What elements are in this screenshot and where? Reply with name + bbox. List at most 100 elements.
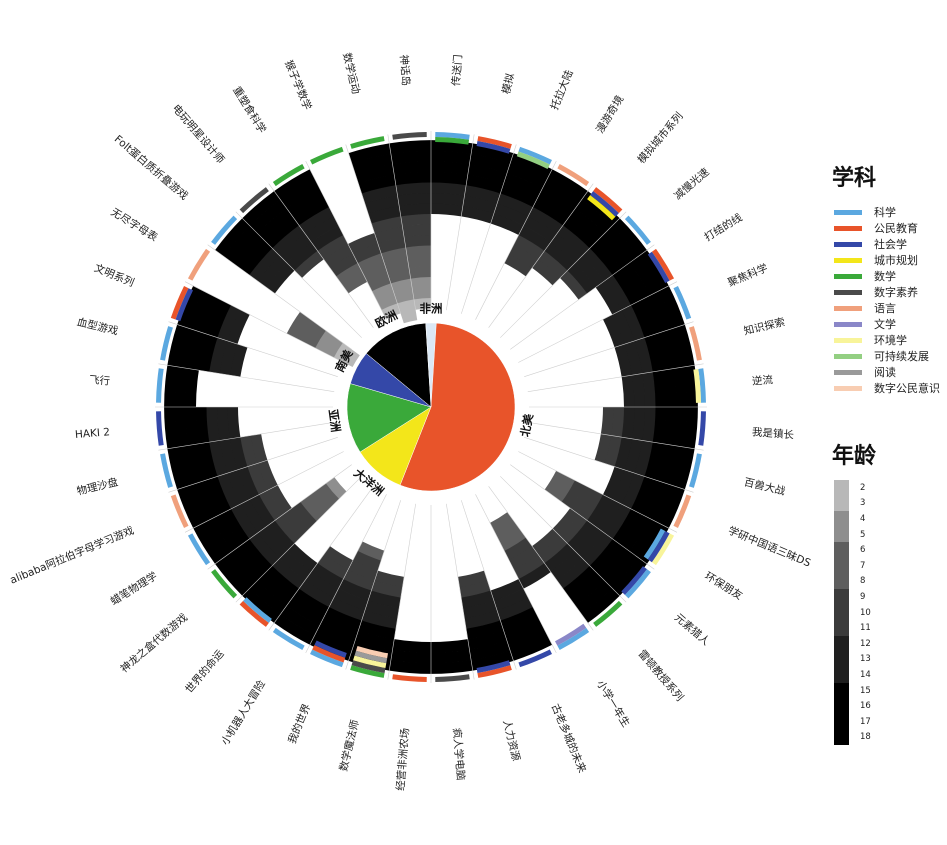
subject-arc (557, 627, 590, 651)
age-cell (351, 153, 393, 174)
age-cell (268, 485, 292, 515)
game-label: 神龙之盒代数游戏 (118, 610, 191, 675)
age-cell (532, 528, 561, 555)
age-cell (604, 274, 632, 310)
age-cell (167, 447, 188, 490)
age-cell (202, 518, 233, 558)
age-cell (367, 205, 401, 224)
age-legend-item: 9 (834, 589, 871, 605)
subject-swatch (834, 305, 862, 311)
age-cell (193, 523, 224, 564)
spoke-line (475, 160, 557, 320)
subject-legend-item: 环境学 (834, 332, 940, 348)
age-cell (561, 480, 585, 509)
spoke-line (527, 422, 704, 451)
age-cell (352, 243, 382, 264)
age-cell (367, 272, 391, 292)
game-label: 逆流 (751, 373, 773, 388)
pie-slice (346, 383, 432, 453)
spoke-line (500, 211, 627, 338)
game-label: 减慢光速 (671, 165, 712, 202)
age-cell (510, 635, 553, 661)
age-cell (402, 224, 431, 238)
age-cell (604, 504, 632, 540)
subject-legend-title: 学科 (832, 166, 877, 191)
age-legend-label: 17 (860, 716, 871, 727)
age-legend-item: 7 (834, 557, 871, 574)
age-cell (271, 225, 306, 256)
age-cell (266, 262, 295, 294)
game-label: 血型游戏 (76, 315, 120, 338)
age-cell (239, 499, 267, 534)
spoke-line (488, 486, 594, 631)
age-swatch (834, 589, 849, 605)
age-cell (461, 205, 495, 224)
age-cell (469, 153, 511, 174)
subject-arc (170, 494, 189, 528)
subject-arc (211, 569, 238, 599)
age-cell (317, 234, 349, 260)
age-cell (376, 292, 398, 310)
age-cell (602, 314, 625, 348)
age-cell (304, 215, 339, 243)
game-label: 人力资源 (500, 718, 523, 762)
game-label: 神话岛 (397, 54, 412, 86)
age-cell (589, 240, 622, 276)
age-cell (471, 143, 514, 164)
age-cell (374, 226, 405, 244)
age-legend-label: 11 (860, 623, 871, 634)
age-cell (621, 513, 651, 552)
age-legend-label: 10 (860, 607, 871, 618)
spoke-layer (155, 131, 707, 683)
age-legend-item: 3 (834, 495, 871, 512)
spoke-line (518, 281, 678, 363)
subject-legend: 科学 公民教育 社会学 城市规划 数学 数字素养 语言 文学 环境学 可持续发展 阅读 数字公民意识 (834, 204, 940, 396)
age-cell (298, 580, 334, 608)
spoke-line (235, 211, 362, 338)
age-cell (371, 282, 395, 301)
subject-swatch (834, 369, 862, 375)
subject-arc (156, 368, 164, 403)
game-label: 古老多城的未来 (549, 702, 589, 775)
age-cell (317, 483, 340, 507)
subject-arc (673, 494, 692, 528)
spoke-line (345, 500, 402, 670)
age-swatch (834, 557, 849, 574)
subject-arc (651, 248, 675, 281)
age-cell (504, 537, 533, 561)
age-cell (223, 551, 258, 589)
age-cell (237, 466, 260, 500)
age-cell (431, 203, 463, 217)
game-label: 模拟城市系列 (635, 110, 686, 166)
spoke-line (168, 436, 338, 493)
age-cell (355, 630, 395, 650)
age-cell (552, 508, 579, 537)
subject-legend-item: 文学 (834, 316, 940, 332)
age-cell (389, 659, 431, 674)
age-cell (431, 649, 472, 664)
age-cell (395, 182, 431, 196)
age-cell (538, 250, 568, 278)
game-label: 数学魔法师 (337, 718, 362, 772)
game-label: 模拟 (499, 71, 517, 95)
age-cell (467, 630, 507, 650)
age-cell (323, 244, 353, 268)
age-cell (280, 605, 320, 636)
age-cell (459, 580, 491, 599)
game-label: 疯人学电脑 (450, 727, 467, 780)
age-cell (431, 161, 470, 175)
age-cell (257, 573, 293, 606)
age-legend-item: 14 (834, 667, 871, 683)
age-cell (538, 536, 568, 564)
subject-arc (310, 146, 344, 165)
age-cell (229, 437, 248, 471)
age-cell (206, 407, 220, 443)
age-cell (644, 334, 664, 372)
age-cell (219, 438, 238, 474)
age-cell (197, 479, 222, 519)
age-cell (494, 520, 520, 542)
age-cell (198, 442, 218, 480)
age-cell (264, 216, 300, 249)
age-cell (249, 580, 287, 615)
age-cell (361, 610, 398, 630)
